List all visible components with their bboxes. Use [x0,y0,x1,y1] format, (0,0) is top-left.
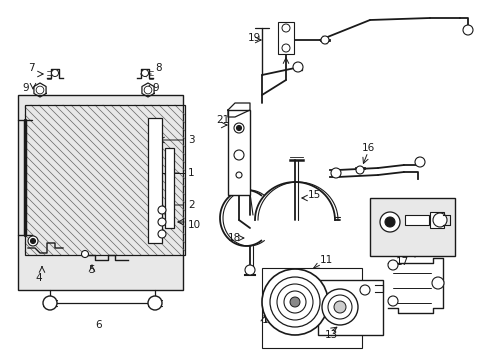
Text: 7: 7 [28,63,35,73]
Circle shape [333,301,346,313]
Circle shape [432,213,446,227]
Text: 9: 9 [22,83,29,93]
Bar [262,268,361,348]
Circle shape [262,269,327,335]
Circle shape [269,277,319,327]
Circle shape [81,251,88,257]
Circle shape [158,206,165,214]
Text: 12: 12 [262,315,275,325]
Circle shape [51,69,59,77]
Circle shape [244,265,254,275]
Circle shape [379,212,399,232]
Circle shape [387,260,397,270]
Circle shape [158,218,165,226]
Circle shape [28,236,38,246]
Circle shape [289,297,299,307]
Bar [404,215,428,225]
Text: 4: 4 [35,273,41,283]
Text: 5: 5 [88,265,95,275]
Circle shape [414,157,424,167]
Circle shape [355,166,363,174]
Bar [25,105,184,255]
Circle shape [141,69,148,77]
Bar [227,110,249,195]
Circle shape [43,296,57,310]
Bar [429,212,443,228]
Circle shape [144,86,152,94]
Circle shape [320,36,328,44]
Text: 9: 9 [152,83,158,93]
Circle shape [384,217,394,227]
Bar [317,280,382,335]
Text: 2: 2 [187,200,194,210]
Circle shape [387,296,397,306]
Circle shape [359,285,369,295]
Text: 8: 8 [155,63,162,73]
Text: 16: 16 [361,143,374,153]
Text: 14: 14 [409,247,423,257]
Text: 11: 11 [319,255,332,265]
Circle shape [327,295,351,319]
Text: 10: 10 [187,220,201,230]
Text: 13: 13 [325,330,338,340]
Bar [278,22,293,54]
Circle shape [282,44,289,52]
Circle shape [36,86,44,94]
Circle shape [431,277,443,289]
Text: 20: 20 [278,33,290,43]
Circle shape [284,291,305,313]
Circle shape [330,168,340,178]
Circle shape [30,239,36,243]
Circle shape [321,289,357,325]
Text: 1: 1 [187,168,194,178]
Circle shape [158,230,165,238]
Circle shape [276,284,312,320]
Circle shape [282,24,289,32]
Text: 21: 21 [216,115,229,125]
Bar [148,118,162,243]
Circle shape [292,62,303,72]
Circle shape [462,25,472,35]
Circle shape [234,123,244,133]
Text: 18: 18 [227,233,241,243]
Bar [18,95,183,290]
Circle shape [236,126,241,131]
Text: 6: 6 [95,320,102,330]
Text: 19: 19 [247,33,261,43]
Text: 15: 15 [307,190,321,200]
Circle shape [148,296,162,310]
Circle shape [234,150,244,160]
Circle shape [236,172,242,178]
Text: 3: 3 [187,135,194,145]
Bar [369,198,454,256]
Text: 17: 17 [395,257,408,267]
Bar [164,148,174,228]
